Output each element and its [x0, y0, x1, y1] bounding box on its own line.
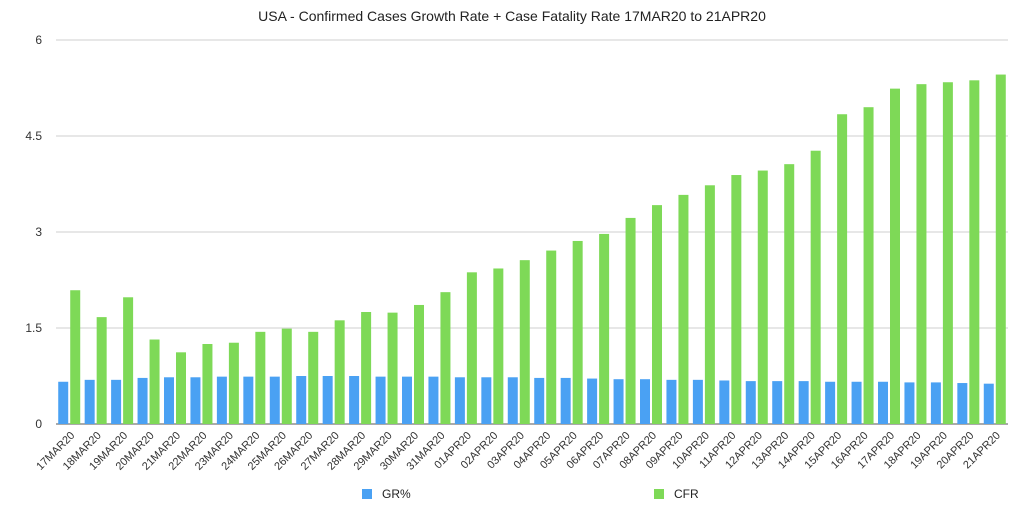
bar-gr: [58, 381, 69, 424]
bar-cfr: [493, 268, 504, 424]
bar-gr: [375, 376, 386, 424]
bar-cfr: [969, 80, 980, 424]
bar-cfr: [678, 194, 689, 424]
bar-gr: [666, 379, 677, 424]
bar-gr: [613, 379, 624, 424]
bar-cfr: [387, 312, 398, 424]
bar-gr: [878, 381, 888, 424]
bar-gr: [164, 377, 174, 424]
bar-gr: [587, 378, 598, 424]
bar-cfr: [890, 88, 900, 424]
bar-gr: [454, 377, 465, 424]
legend-swatch-gr: [362, 489, 372, 499]
bar-gr: [481, 377, 492, 424]
y-tick-label: 3: [35, 225, 42, 239]
legend-label-gr: GR%: [382, 487, 411, 501]
bar-cfr: [784, 164, 795, 424]
y-tick-label: 4.5: [25, 129, 42, 143]
legend-item-cfr: CFR: [654, 487, 699, 501]
bar-cfr: [334, 320, 345, 424]
chart-title: USA - Confirmed Cases Growth Rate + Case…: [258, 8, 766, 24]
bar-gr: [560, 377, 571, 424]
bar-cfr: [228, 342, 239, 424]
bar-cfr: [176, 352, 186, 424]
bar-gr: [296, 376, 307, 424]
bar-gr: [904, 382, 915, 424]
bar-gr: [772, 381, 783, 424]
bar-cfr: [757, 170, 768, 424]
bar-cfr: [837, 114, 848, 425]
bar-gr: [745, 381, 756, 424]
bar-gr: [84, 379, 95, 424]
bar-gr: [243, 376, 254, 424]
bar-cfr: [466, 272, 477, 424]
bar-gr: [322, 376, 333, 424]
bar-cfr: [652, 205, 662, 424]
bar-gr: [930, 382, 941, 424]
bar-gr: [137, 377, 148, 424]
bar-gr: [269, 376, 280, 424]
bar-cfr: [810, 150, 821, 424]
bar-gr: [957, 383, 968, 424]
bar-cfr: [995, 74, 1006, 424]
bar-gr: [983, 383, 994, 424]
bar-cfr: [281, 328, 292, 424]
bar-gr: [719, 380, 730, 424]
bar-cfr: [731, 175, 742, 424]
bar-cfr: [149, 339, 160, 424]
bar-gr: [851, 381, 862, 424]
bar-cfr: [440, 292, 451, 424]
bar-cfr: [414, 304, 424, 424]
bar-cfr: [942, 82, 953, 425]
bar-cfr: [863, 107, 874, 424]
y-tick-label: 1.5: [25, 321, 42, 335]
bar-cfr: [70, 290, 81, 424]
bar-cfr: [308, 331, 319, 424]
bar-cfr: [599, 233, 610, 424]
bar-gr: [798, 381, 809, 424]
legend-item-gr: GR%: [362, 487, 411, 501]
y-tick-label: 6: [35, 33, 42, 47]
bar-cfr: [96, 317, 107, 424]
bar-gr: [428, 376, 439, 424]
bar-cfr: [916, 84, 927, 424]
bar-gr: [190, 377, 201, 424]
bar-gr: [507, 377, 518, 424]
bar-cfr: [704, 185, 715, 424]
bar-cfr: [546, 250, 557, 424]
bar-gr: [216, 376, 227, 424]
bar-cfr: [123, 297, 134, 424]
legend-label-cfr: CFR: [674, 487, 699, 501]
bar-cfr: [255, 331, 266, 424]
bar-gr: [111, 379, 122, 424]
bar-gr: [692, 379, 703, 424]
bar-cfr: [572, 240, 583, 424]
legend-swatch-cfr: [654, 489, 664, 499]
bar-cfr: [361, 312, 372, 424]
bar-cfr: [202, 344, 213, 424]
bar-gr: [349, 376, 360, 424]
bar-gr: [640, 379, 650, 424]
bar-gr: [402, 376, 412, 424]
bar-gr: [534, 377, 545, 424]
bar-cfr: [519, 260, 530, 424]
bar-gr: [825, 381, 836, 424]
y-tick-label: 0: [35, 417, 42, 431]
bar-cfr: [625, 217, 636, 424]
